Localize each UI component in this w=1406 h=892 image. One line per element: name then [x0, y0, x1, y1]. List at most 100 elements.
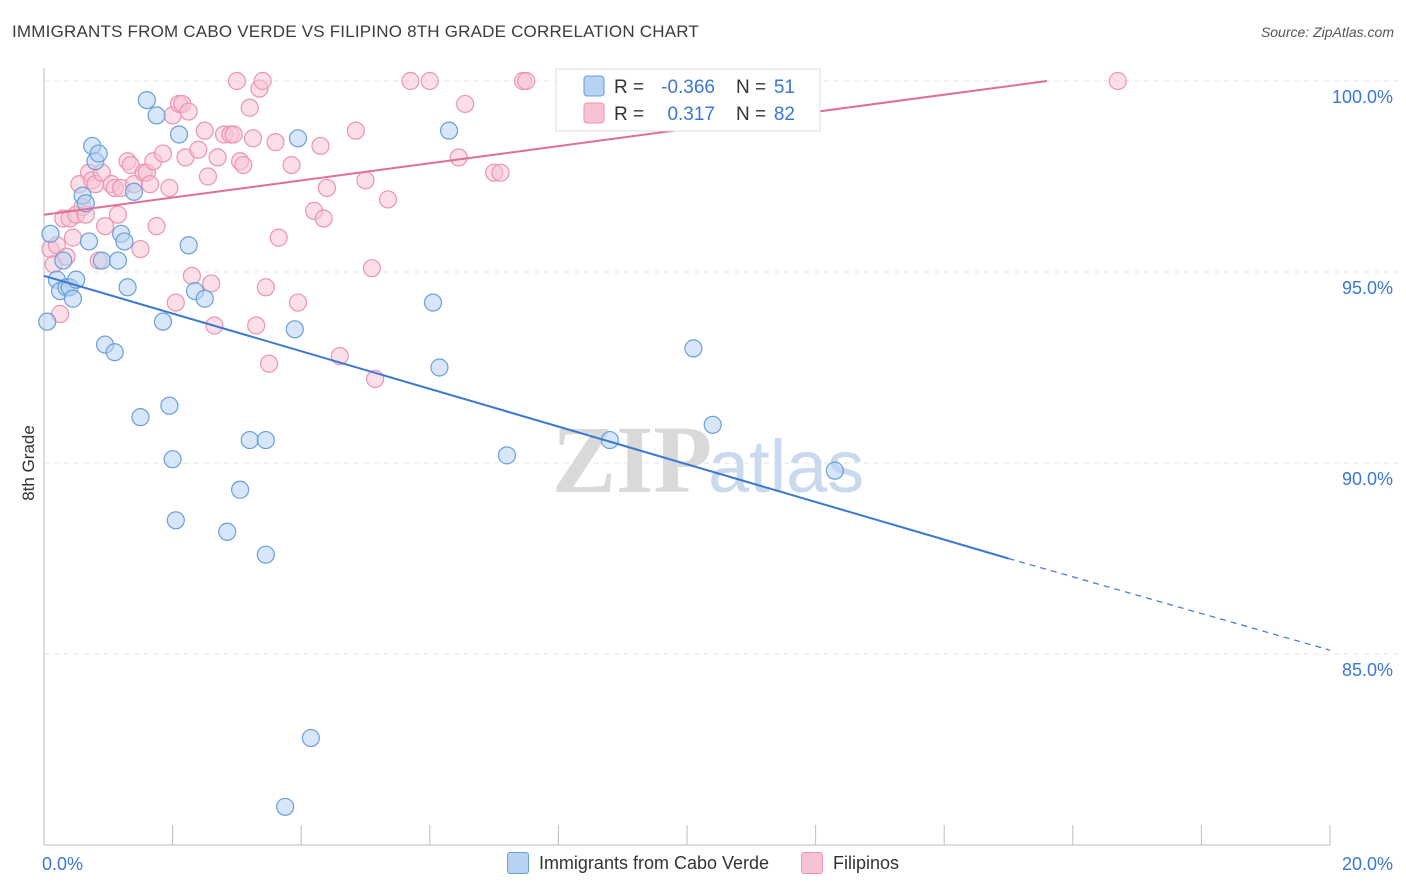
axes: [43, 68, 1331, 846]
point-filipinos: [140, 175, 160, 194]
legend-label-filipinos: Filipinos: [833, 852, 900, 873]
point-filipinos: [311, 136, 330, 156]
trend-line-filipinos: [43, 80, 1048, 216]
point-cabo-verde: [825, 461, 844, 480]
legend-item-cabo-verde[interactable]: Immigrants from Cabo Verde: [506, 852, 769, 874]
point-filipinos: [160, 178, 179, 198]
point-cabo-verde: [703, 415, 722, 434]
stats-r-label-pink: R =: [614, 104, 644, 125]
point-cabo-verde: [137, 90, 156, 110]
point-filipinos: [317, 178, 337, 198]
point-filipinos: [517, 71, 536, 91]
legend-swatch-blue: [506, 852, 529, 874]
point-cabo-verde: [89, 144, 108, 163]
y-tick-label: 85.0%: [1342, 660, 1393, 680]
point-cabo-verde: [301, 728, 320, 748]
chart-title: IMMIGRANTS FROM CABO VERDE VS FILIPINO 8…: [12, 22, 699, 41]
point-filipinos: [202, 274, 221, 293]
point-cabo-verde: [169, 125, 189, 144]
point-filipinos: [95, 217, 115, 236]
point-cabo-verde: [166, 511, 185, 530]
point-filipinos: [456, 94, 475, 114]
point-filipinos: [314, 209, 333, 228]
point-filipinos: [491, 163, 510, 182]
point-filipinos: [224, 125, 243, 144]
bottom-legend: Immigrants from Cabo Verde Filipinos: [0, 852, 1406, 874]
stats-swatch-blue: [583, 75, 605, 97]
x-tick-label: 0.0%: [42, 854, 83, 874]
point-filipinos: [259, 354, 279, 373]
point-filipinos: [227, 71, 246, 91]
trend-line-cabo-verde: [43, 274, 1009, 560]
stats-r-value-blue: -0.366: [661, 77, 715, 98]
point-cabo-verde: [92, 251, 111, 270]
point-cabo-verde: [240, 430, 259, 450]
point-filipinos: [253, 71, 272, 91]
point-filipinos: [147, 217, 166, 236]
point-cabo-verde: [430, 358, 449, 377]
point-filipinos: [269, 228, 288, 247]
point-cabo-verde: [195, 289, 214, 308]
stats-r-label-blue: R =: [614, 77, 644, 98]
stats-n-label-pink: N =: [736, 104, 766, 125]
point-filipinos: [247, 316, 266, 335]
y-axis-label: 8th Grade: [19, 425, 38, 501]
point-cabo-verde: [124, 182, 144, 201]
point-cabo-verde: [108, 251, 128, 270]
point-filipinos: [179, 102, 198, 121]
point-filipinos: [356, 171, 375, 190]
point-filipinos: [166, 293, 185, 312]
point-filipinos: [378, 190, 398, 209]
point-cabo-verde: [131, 408, 150, 427]
y-tick-label: 95.0%: [1342, 278, 1393, 298]
watermark-zip: ZIP: [552, 406, 712, 513]
point-filipinos: [401, 71, 420, 91]
point-filipinos: [449, 148, 468, 167]
point-cabo-verde: [160, 396, 179, 415]
point-cabo-verde: [684, 339, 703, 358]
point-filipinos: [256, 278, 275, 297]
point-filipinos: [198, 167, 218, 186]
point-cabo-verde: [115, 232, 134, 251]
point-filipinos: [182, 266, 201, 285]
point-filipinos: [234, 155, 253, 175]
point-filipinos: [1108, 71, 1127, 91]
point-filipinos: [153, 144, 173, 163]
legend-swatch-pink: [801, 852, 824, 874]
point-cabo-verde: [256, 545, 275, 564]
point-cabo-verde: [105, 343, 124, 362]
legend-item-filipinos[interactable]: Filipinos: [801, 852, 899, 874]
point-cabo-verde: [54, 251, 73, 270]
point-cabo-verde: [218, 522, 237, 541]
grid-lines: [44, 80, 1400, 655]
point-filipinos: [208, 148, 227, 167]
point-cabo-verde: [231, 480, 250, 499]
point-cabo-verde: [153, 312, 173, 331]
point-filipinos: [195, 121, 214, 140]
stats-n-label-blue: N =: [736, 77, 766, 98]
point-filipinos: [288, 293, 308, 312]
point-cabo-verde: [79, 232, 99, 251]
point-filipinos: [63, 228, 83, 247]
point-cabo-verde: [423, 293, 443, 312]
x-tick-label: 20.0%: [1342, 854, 1393, 874]
stats-n-value-pink: 82: [774, 104, 795, 125]
trend-lines: [43, 80, 1331, 651]
stats-r-value-pink: 0.317: [667, 104, 715, 125]
point-cabo-verde: [179, 236, 198, 255]
point-filipinos: [282, 155, 301, 175]
y-tick-label: 100.0%: [1332, 87, 1393, 107]
stats-legend: R = -0.366 N = 51 R = 0.317 N = 82: [555, 68, 821, 132]
trend-line-cabo-verde-extension: [1008, 557, 1331, 651]
point-filipinos: [189, 140, 208, 159]
point-cabo-verde: [118, 278, 137, 297]
point-filipinos: [108, 205, 128, 224]
point-cabo-verde: [439, 121, 459, 140]
point-filipinos: [240, 98, 259, 117]
point-filipinos: [420, 71, 439, 91]
point-cabo-verde: [41, 224, 60, 243]
point-cabo-verde: [76, 194, 95, 213]
point-cabo-verde: [276, 797, 295, 816]
source-credit: Source: ZipAtlas.com: [1260, 24, 1394, 40]
point-cabo-verde: [147, 106, 166, 125]
